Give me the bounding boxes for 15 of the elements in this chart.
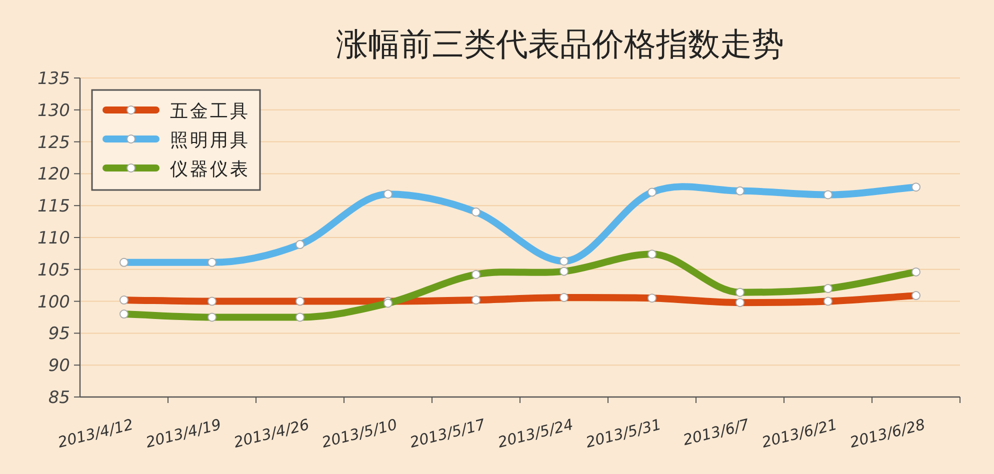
y-tick-label: 125 <box>38 132 70 153</box>
y-tick-label: 115 <box>38 196 70 217</box>
y-tick-label: 110 <box>38 228 70 248</box>
y-tick-label: 90 <box>48 356 70 376</box>
y-tick-label: 95 <box>48 324 70 344</box>
y-tick-label: 130 <box>38 100 70 121</box>
y-tick-label: 135 <box>38 69 70 89</box>
y-tick-label: 100 <box>38 292 70 312</box>
legend-label: 仪器仪表 <box>170 159 250 180</box>
y-tick-label: 120 <box>38 164 70 185</box>
chart-title: 涨幅前三类代表品价格指数走势 <box>336 25 784 63</box>
y-tick-label: 85 <box>48 388 70 408</box>
y-tick-label: 105 <box>38 260 70 280</box>
legend-label: 五金工具 <box>170 101 250 122</box>
legend-label: 照明用具 <box>170 130 250 151</box>
